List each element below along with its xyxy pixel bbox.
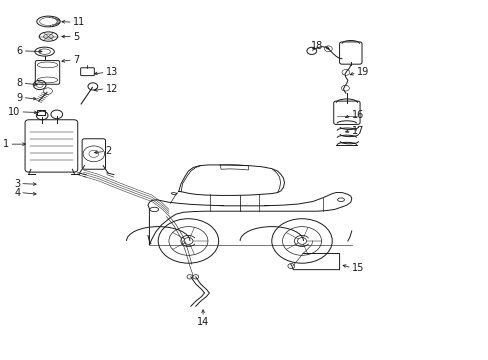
Text: 19: 19 xyxy=(356,67,368,77)
Text: 13: 13 xyxy=(105,67,118,77)
Text: 11: 11 xyxy=(73,17,85,27)
Text: 18: 18 xyxy=(310,41,323,50)
Text: 5: 5 xyxy=(73,32,79,41)
Text: 8: 8 xyxy=(17,78,22,88)
Text: 1: 1 xyxy=(3,139,9,149)
Text: 7: 7 xyxy=(73,55,79,65)
Text: 17: 17 xyxy=(351,126,364,135)
Text: 16: 16 xyxy=(351,111,363,121)
Text: 10: 10 xyxy=(8,107,20,117)
Text: 9: 9 xyxy=(17,93,22,103)
Text: 12: 12 xyxy=(105,84,118,94)
Text: 14: 14 xyxy=(197,317,209,327)
Text: 2: 2 xyxy=(105,146,112,156)
Text: 6: 6 xyxy=(17,46,22,56)
Text: 15: 15 xyxy=(351,263,364,273)
Text: 4: 4 xyxy=(14,188,20,198)
Bar xyxy=(37,111,44,115)
Text: 3: 3 xyxy=(14,179,20,189)
